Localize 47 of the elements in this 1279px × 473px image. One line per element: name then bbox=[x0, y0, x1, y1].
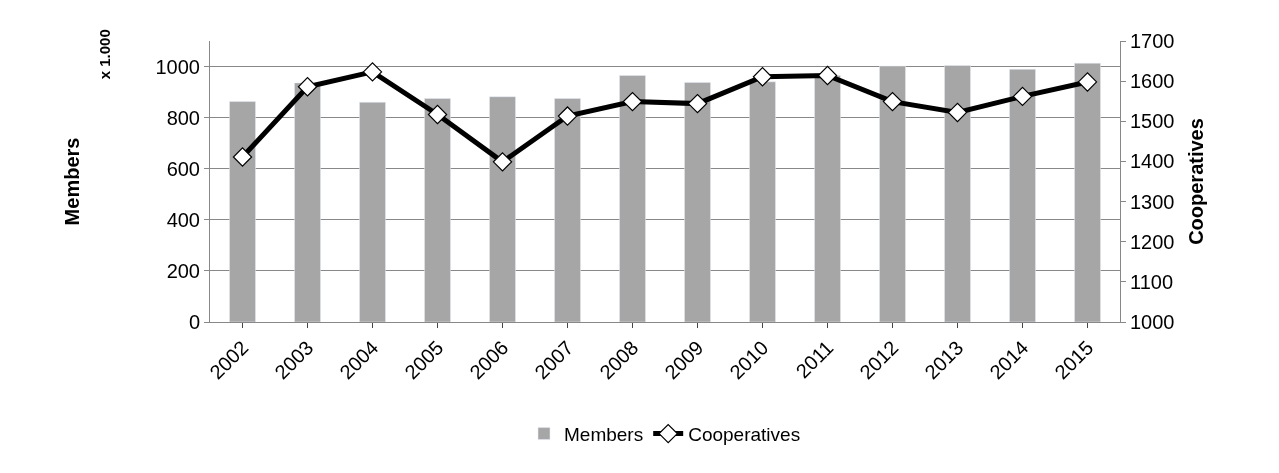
y-tick-label: 200 bbox=[166, 259, 200, 282]
y2-tick-label: 1200 bbox=[1130, 230, 1175, 253]
y2-tick-label: 1600 bbox=[1130, 70, 1175, 93]
point bbox=[687, 93, 708, 114]
y2-tick-label: 1000 bbox=[1130, 311, 1175, 333]
point bbox=[622, 91, 643, 112]
text: x 1.000 bbox=[96, 29, 114, 80]
bar bbox=[879, 65, 906, 322]
y2-tick-label: 1400 bbox=[1130, 150, 1175, 173]
point bbox=[817, 65, 838, 86]
bar bbox=[554, 98, 581, 322]
y-tick-label: 800 bbox=[166, 106, 200, 129]
bar bbox=[944, 65, 971, 322]
bar bbox=[489, 96, 516, 322]
point bbox=[427, 104, 448, 125]
point bbox=[557, 106, 578, 126]
bar bbox=[294, 82, 321, 322]
point bbox=[882, 91, 903, 112]
bar bbox=[749, 81, 776, 322]
bar bbox=[814, 75, 841, 322]
point bbox=[232, 147, 253, 167]
bar bbox=[1009, 69, 1036, 322]
point bbox=[947, 102, 968, 123]
bar bbox=[619, 75, 646, 322]
point bbox=[297, 77, 318, 97]
legend-label: Cooperatives bbox=[688, 423, 801, 445]
bar bbox=[424, 98, 451, 322]
bar bbox=[359, 102, 386, 322]
point bbox=[362, 62, 383, 82]
y2-tick-label: 1700 bbox=[1130, 30, 1175, 52]
bar bbox=[684, 82, 711, 322]
y-tick-label: 400 bbox=[166, 208, 200, 231]
y-tick-label: 0 bbox=[188, 311, 200, 333]
y-tick-label: 600 bbox=[166, 157, 200, 180]
bar bbox=[1074, 62, 1101, 322]
y-axis-title: Members bbox=[61, 137, 83, 226]
point bbox=[752, 67, 773, 87]
bar bbox=[229, 101, 256, 322]
y-tick-label: 1000 bbox=[155, 55, 200, 78]
y2-tick-label: 1100 bbox=[1130, 270, 1174, 293]
y2-tick-label: 1300 bbox=[1130, 190, 1175, 213]
y2-axis-title: Cooperatives bbox=[1185, 118, 1207, 245]
point bbox=[1012, 86, 1033, 107]
y2-tick-label: 1500 bbox=[1130, 110, 1175, 133]
legend-label: Members bbox=[564, 423, 644, 445]
point bbox=[1077, 72, 1098, 92]
point bbox=[492, 152, 513, 172]
